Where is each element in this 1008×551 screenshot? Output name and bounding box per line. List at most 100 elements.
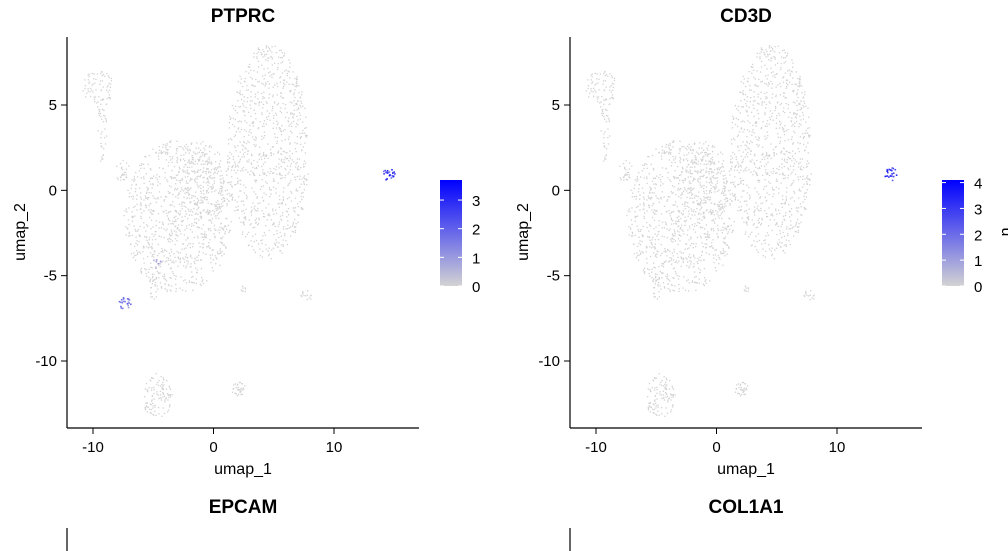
expressing-cell-point bbox=[892, 172, 895, 174]
cell-point bbox=[243, 216, 245, 219]
cell-point bbox=[263, 137, 265, 139]
cell-point bbox=[694, 257, 696, 259]
cell-point bbox=[227, 169, 229, 171]
cell-point bbox=[796, 109, 799, 111]
cell-point bbox=[262, 169, 264, 171]
cell-point bbox=[303, 294, 305, 297]
cell-point bbox=[261, 112, 263, 114]
cell-point bbox=[762, 255, 764, 257]
cell-point bbox=[174, 256, 176, 258]
cell-point bbox=[800, 100, 802, 102]
cell-point bbox=[211, 163, 213, 165]
cell-point bbox=[150, 262, 152, 264]
cell-point bbox=[709, 177, 711, 179]
cell-point bbox=[760, 127, 762, 130]
cell-point bbox=[217, 200, 219, 202]
cell-point bbox=[772, 167, 774, 170]
cell-point bbox=[659, 285, 661, 287]
cell-point bbox=[667, 283, 669, 285]
cell-point bbox=[189, 180, 191, 182]
cell-point bbox=[181, 216, 183, 218]
cell-point bbox=[766, 213, 768, 215]
cell-point bbox=[200, 143, 202, 145]
cell-point bbox=[164, 196, 166, 198]
cell-point bbox=[770, 67, 772, 69]
cell-point bbox=[703, 217, 705, 220]
cell-point bbox=[168, 233, 171, 235]
cell-point bbox=[229, 230, 231, 232]
cell-point bbox=[778, 192, 780, 194]
cell-point bbox=[135, 230, 137, 232]
cell-point bbox=[140, 272, 143, 274]
cell-point bbox=[101, 146, 103, 148]
cell-point bbox=[738, 183, 740, 186]
cell-point bbox=[88, 82, 90, 84]
cell-point bbox=[245, 106, 247, 109]
cell-point bbox=[277, 122, 279, 124]
cell-point bbox=[654, 247, 656, 249]
y-tick-label: -10 bbox=[538, 353, 560, 370]
cell-point bbox=[239, 75, 241, 77]
cell-point bbox=[660, 381, 662, 383]
cell-point bbox=[158, 152, 160, 154]
cell-point bbox=[760, 48, 763, 51]
cell-point bbox=[170, 259, 172, 261]
cell-point bbox=[689, 260, 691, 262]
cell-point bbox=[195, 171, 197, 173]
cell-point bbox=[254, 85, 256, 87]
cell-point bbox=[186, 227, 188, 229]
cell-point bbox=[765, 107, 767, 109]
cell-point bbox=[136, 244, 139, 246]
cell-point bbox=[109, 97, 111, 99]
cell-point bbox=[289, 150, 291, 152]
cell-point bbox=[236, 201, 238, 203]
cell-point bbox=[262, 83, 265, 85]
cell-point bbox=[724, 187, 726, 189]
cell-point bbox=[747, 77, 749, 80]
cell-point bbox=[754, 78, 756, 80]
cell-point bbox=[717, 171, 719, 174]
cell-point bbox=[214, 235, 216, 237]
cell-point bbox=[191, 166, 193, 168]
cell-point bbox=[732, 157, 734, 159]
cell-point bbox=[206, 210, 208, 213]
cell-point bbox=[760, 209, 762, 212]
cell-point bbox=[284, 177, 286, 179]
cell-point bbox=[637, 245, 639, 247]
cell-point bbox=[275, 192, 277, 194]
cell-point bbox=[631, 165, 633, 167]
cell-point bbox=[300, 183, 302, 185]
cell-point bbox=[710, 202, 712, 204]
cell-point bbox=[650, 247, 653, 249]
cell-point bbox=[652, 246, 654, 248]
cell-point bbox=[676, 220, 679, 223]
cell-point bbox=[746, 204, 748, 206]
cell-point bbox=[287, 220, 289, 222]
cell-point bbox=[298, 92, 300, 94]
cell-point bbox=[744, 285, 747, 287]
cell-point bbox=[125, 174, 127, 176]
cell-point bbox=[697, 213, 700, 215]
cell-point bbox=[671, 394, 673, 396]
cell-point bbox=[673, 248, 675, 250]
cell-point bbox=[163, 199, 166, 201]
cell-point bbox=[805, 290, 807, 293]
cell-point bbox=[92, 91, 94, 93]
cell-point bbox=[100, 142, 102, 144]
cell-point bbox=[754, 121, 757, 124]
cell-point bbox=[663, 399, 666, 401]
cell-point bbox=[634, 184, 636, 186]
cell-point bbox=[760, 224, 762, 226]
cell-point bbox=[659, 178, 662, 181]
cell-point bbox=[674, 240, 677, 242]
cell-point bbox=[160, 150, 162, 152]
cell-point bbox=[779, 232, 781, 235]
cell-point bbox=[688, 188, 690, 190]
cell-point bbox=[227, 162, 229, 164]
cell-point bbox=[193, 261, 195, 263]
cell-point bbox=[762, 202, 764, 204]
cell-point bbox=[280, 158, 283, 160]
cell-point bbox=[607, 128, 609, 130]
cell-point bbox=[175, 288, 177, 290]
cell-point bbox=[249, 174, 251, 176]
